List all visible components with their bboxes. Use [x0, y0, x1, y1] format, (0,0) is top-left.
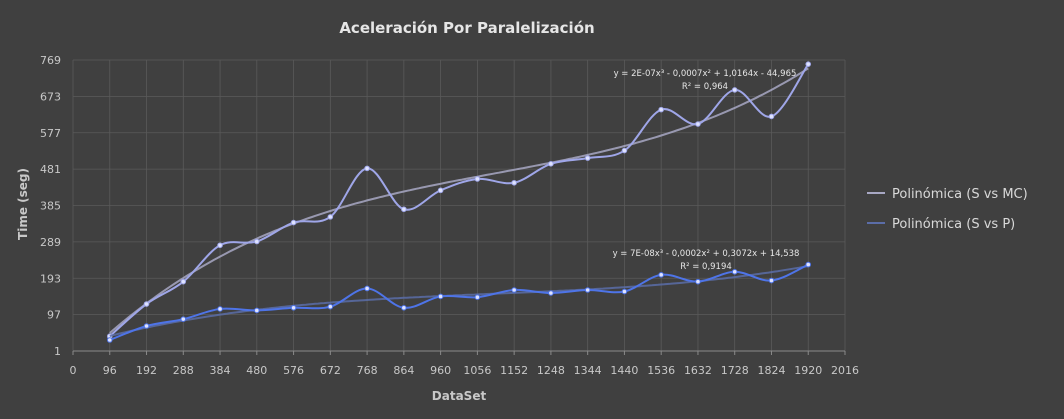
data-point — [364, 285, 370, 292]
y-tick-label: 193 — [40, 272, 61, 285]
data-point — [217, 242, 223, 249]
y-axis-ticks: 1 97 193 289 385 481 577 673 769 — [40, 54, 61, 358]
x-tick-label: 1152 — [500, 364, 528, 377]
data-point — [658, 272, 664, 278]
data-point — [695, 278, 701, 285]
data-point — [290, 219, 297, 226]
trend-r-squared: R² = 0,964 — [682, 82, 728, 92]
x-tick-label: 864 — [393, 364, 414, 377]
legend: Polinómica (S vs MC) Polinómica (S vs P) — [867, 187, 1028, 232]
data-point — [143, 301, 150, 307]
x-tick-label: 1728 — [721, 364, 749, 377]
data-point — [474, 176, 481, 182]
y-tick-label: 1 — [54, 345, 61, 358]
data-point — [437, 293, 444, 300]
x-tick-label: 192 — [136, 364, 157, 377]
data-point — [584, 287, 591, 293]
grid-lines — [72, 59, 846, 355]
data-point — [621, 288, 628, 295]
data-point — [584, 155, 591, 161]
data-point — [548, 161, 554, 167]
trend-equation: y = 7E-08x³ - 0,0002x² + 0,3072x + 14,53… — [613, 249, 800, 259]
trend-equation: y = 2E-07x³ - 0,0007x² + 1,0164x - 44,96… — [614, 69, 797, 79]
data-point — [143, 323, 150, 329]
trendline-annotations: y = 2E-07x³ - 0,0007x² + 1,0164x - 44,96… — [613, 69, 800, 272]
x-tick-label: 1248 — [537, 364, 565, 377]
data-point — [254, 238, 260, 245]
trendline-1 — [109, 265, 809, 337]
x-tick-label: 0 — [70, 364, 77, 377]
x-tick-label: 960 — [430, 364, 451, 377]
series-line-1 — [109, 263, 809, 341]
y-axis-title: Time (seg) — [16, 168, 30, 240]
data-point — [548, 290, 554, 296]
data-point — [364, 165, 370, 172]
data-point — [768, 113, 775, 120]
data-point — [621, 147, 628, 154]
x-tick-label: 1344 — [574, 364, 602, 377]
plot-area — [106, 61, 812, 343]
y-tick-label: 481 — [40, 163, 61, 176]
legend-label: Polinómica (S vs MC) — [892, 187, 1028, 202]
x-tick-label: 1440 — [610, 364, 638, 377]
data-point — [106, 337, 113, 343]
data-point — [805, 261, 812, 268]
y-tick-label: 97 — [47, 309, 61, 322]
data-point — [474, 294, 481, 300]
x-axis-ticks: 0 96 192 288 384 480 576 672 768 864 960 1056 1152 12… — [70, 364, 860, 377]
x-tick-label: 1920 — [794, 364, 822, 377]
y-tick-label: 289 — [40, 236, 61, 249]
data-point — [511, 287, 517, 293]
data-point — [511, 179, 517, 186]
data-point — [401, 206, 407, 213]
data-point — [180, 316, 187, 322]
x-tick-label: 2016 — [831, 364, 859, 377]
data-point — [327, 214, 334, 220]
x-tick-label: 480 — [246, 364, 267, 377]
data-point — [658, 106, 664, 113]
data-point — [290, 305, 297, 311]
y-tick-label: 769 — [40, 54, 61, 67]
x-tick-label: 384 — [210, 364, 231, 377]
x-tick-label: 288 — [173, 364, 194, 377]
data-point — [180, 278, 187, 285]
x-tick-label: 672 — [320, 364, 341, 377]
x-tick-label: 1536 — [647, 364, 675, 377]
data-point — [731, 87, 738, 93]
y-tick-label: 673 — [40, 90, 61, 103]
x-tick-label: 96 — [103, 364, 117, 377]
data-point — [437, 187, 444, 194]
x-axis-title: DataSet — [432, 389, 487, 403]
data-point — [805, 61, 812, 67]
data-point — [401, 305, 407, 311]
data-point — [695, 121, 701, 127]
legend-label: Polinómica (S vs P) — [892, 217, 1015, 232]
data-point — [327, 303, 334, 310]
x-tick-label: 576 — [283, 364, 304, 377]
x-tick-label: 1632 — [684, 364, 712, 377]
data-point — [768, 277, 775, 284]
x-tick-label: 768 — [357, 364, 378, 377]
data-point — [731, 269, 738, 275]
data-point — [254, 307, 260, 314]
y-tick-label: 385 — [40, 200, 61, 213]
data-point — [217, 306, 223, 312]
chart-title: Aceleración Por Paralelización — [339, 19, 594, 37]
x-tick-label: 1056 — [463, 364, 491, 377]
trend-r-squared: R² = 0,9194 — [680, 262, 732, 272]
x-tick-label: 1824 — [757, 364, 785, 377]
trendline-0 — [109, 67, 809, 334]
y-tick-label: 577 — [40, 127, 61, 140]
